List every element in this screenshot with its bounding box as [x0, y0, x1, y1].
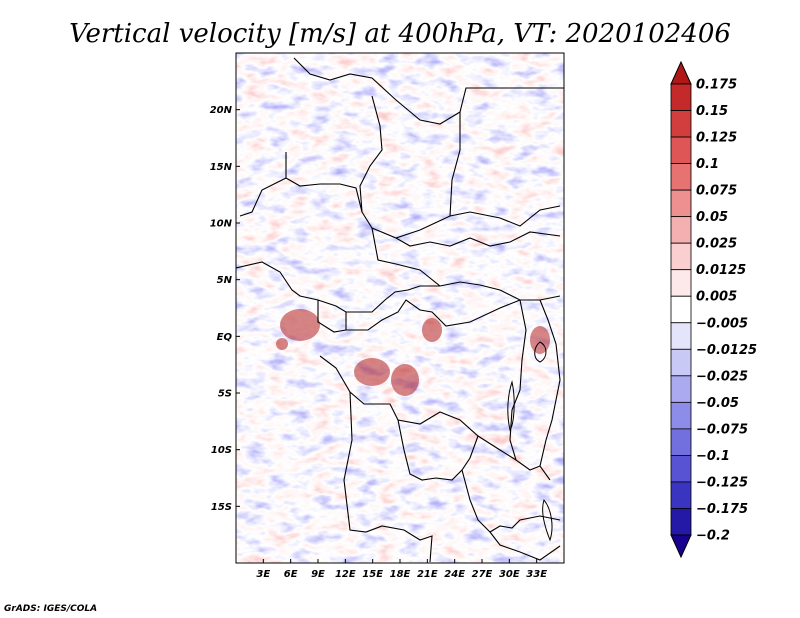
colorbar-swatch [670, 136, 692, 164]
colorbar-level-label: −0.075 [696, 422, 748, 437]
vertical-velocity-field [236, 53, 564, 563]
colorbar-level-label: 0.1 [696, 157, 719, 172]
colorbar-swatch [670, 83, 692, 111]
lon-tick-label: 30E [499, 569, 520, 580]
colorbar-level-label: 0.125 [696, 131, 737, 146]
colorbar-level-label: 0.005 [696, 290, 737, 305]
colorbar-level-label: −0.0125 [696, 343, 757, 358]
colorbar-legend: 0.175 0.15 0.125 0.1 0.075 0.05 0.025 0.0125 0.0… [670, 60, 757, 559]
colorbar-level-label: −0.2 [696, 529, 730, 544]
lakes [507, 341, 553, 542]
colorbar-swatch [670, 428, 692, 456]
lon-tick-label: 3E [256, 569, 270, 580]
colorbar-level-label: −0.05 [696, 396, 739, 411]
lon-tick-label: 21E [417, 569, 438, 580]
lon-tick-label: 18E [390, 569, 411, 580]
colorbar-swatch [670, 481, 692, 509]
lon-tick-label: 27E [472, 569, 493, 580]
lon-tick-label: 24E [444, 569, 465, 580]
colorbar-level-label: 0.175 [696, 78, 737, 93]
colorbar-swatch [670, 269, 692, 297]
colorbar-swatch [670, 401, 692, 430]
colorbar-top-arrow [670, 60, 692, 85]
colorbar-swatch [670, 455, 692, 483]
lat-tick-label: 15N [210, 162, 233, 173]
colorbar-level-label: 0.075 [696, 184, 737, 199]
colorbar-swatch [670, 508, 692, 536]
lat-tick-label: 10N [210, 219, 233, 230]
colorbar-level-label: 0.0125 [696, 263, 746, 278]
colorbar-level-label: −0.1 [696, 449, 730, 464]
colorbar-swatch [670, 242, 692, 271]
colorbar-level-label: −0.125 [696, 475, 748, 490]
colorbar-level-label: 0.15 [696, 104, 728, 119]
colorbar-swatch [670, 375, 692, 403]
lat-tick-label: 10S [211, 445, 232, 456]
colorbar-swatch [670, 216, 692, 244]
colorbar-swatch [670, 322, 692, 350]
lon-tick-label: 6E [284, 569, 298, 580]
colorbar-level-label: −0.005 [696, 316, 748, 331]
lon-tick-label: 9E [311, 569, 325, 580]
lon-tick-label: 12E [335, 569, 356, 580]
chart-title: Vertical velocity [m/s] at 400hPa, VT: 2… [69, 19, 731, 49]
colorbar-swatch [670, 189, 692, 218]
longitude-axis: 3E 6E 9E 12E 15E 18E 21E 24E 27E 30E 33E [256, 559, 547, 580]
convection-hotspots [276, 309, 550, 396]
lon-tick-label: 15E [362, 569, 383, 580]
colorbar-swatch [670, 163, 692, 191]
country-borders [236, 57, 564, 563]
lat-tick-label: EQ [217, 332, 233, 343]
lat-tick-label: 15S [211, 502, 232, 513]
colorbar-swatch [670, 348, 692, 377]
latitude-axis: 20N 15N 10N 5N EQ 5S 10S 15S [210, 105, 240, 513]
lat-tick-label: 5N [217, 275, 233, 286]
colorbar-bottom-arrow [670, 534, 692, 559]
lat-tick-label: 5S [218, 389, 232, 400]
lat-tick-label: 20N [210, 105, 233, 116]
colorbar-swatch [670, 110, 692, 138]
grads-credit: GrADS: IGES/COLA [4, 604, 97, 614]
colorbar-level-label: −0.175 [696, 502, 748, 517]
colorbar-level-label: 0.05 [696, 210, 728, 225]
lon-tick-label: 33E [526, 569, 547, 580]
colorbar-level-label: −0.025 [696, 369, 748, 384]
colorbar-level-label: 0.025 [696, 237, 737, 252]
colorbar-swatch [670, 295, 692, 324]
